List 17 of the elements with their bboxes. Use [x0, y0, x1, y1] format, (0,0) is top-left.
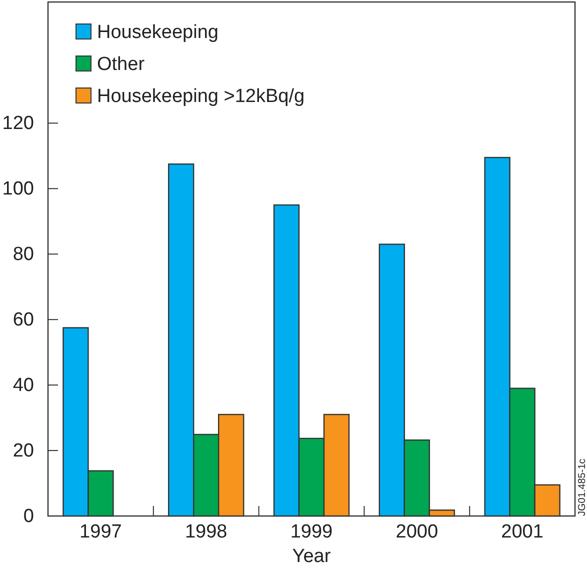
y-tick-label: 0	[23, 506, 34, 528]
y-tick-label: 40	[12, 375, 34, 396]
y-tick-label: 60	[12, 310, 34, 331]
x-tick-label: 2000	[396, 521, 438, 542]
x-tick-label: 2001	[501, 521, 544, 542]
y-tick-label: 100	[2, 178, 34, 200]
x-tick-label: 1997	[80, 521, 122, 542]
legend-label: Other	[97, 54, 146, 75]
y-tick-label: 120	[2, 113, 34, 134]
text: JG01.485-1c	[577, 458, 587, 516]
y-tick-label: 20	[12, 440, 34, 462]
legend-label: Housekeeping	[97, 22, 218, 43]
x-tick-label: 1999	[290, 521, 333, 542]
x-tick-label: 1998	[184, 521, 228, 542]
legend-label: Housekeeping >12kBq/g	[97, 86, 305, 107]
y-tick-label: 80	[12, 244, 34, 266]
x-axis-title: Year	[292, 546, 332, 567]
